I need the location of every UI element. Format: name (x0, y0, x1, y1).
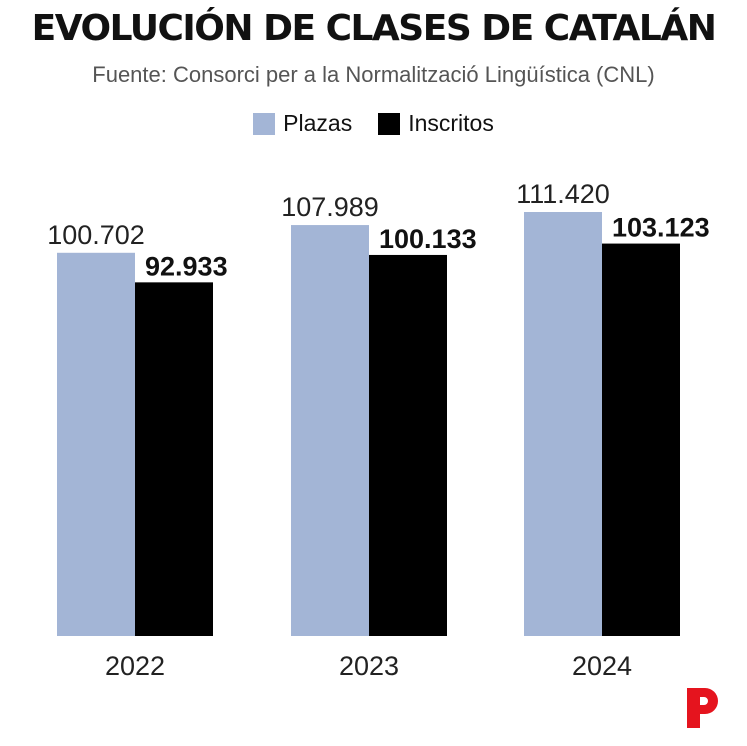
legend-label-plazas: Plazas (283, 110, 353, 136)
bar-inscritos-2022 (135, 282, 213, 636)
brand-p-logo-icon (687, 688, 718, 728)
legend-swatch-inscritos (378, 112, 401, 135)
chart-subtitle: Fuente: Consorci per a la Normalització … (92, 62, 655, 87)
x-tick-label-2023: 2023 (339, 651, 399, 681)
legend: Plazas Inscritos (0, 110, 747, 137)
legend-swatch-plazas (253, 112, 276, 135)
legend-item-plazas: Plazas (253, 110, 352, 137)
data-label-plazas-2024: 111.420 (516, 179, 610, 209)
data-label-plazas-2023: 107.989 (281, 192, 379, 222)
data-label-plazas-2022: 100.702 (47, 220, 145, 250)
x-tick-label-2022: 2022 (105, 651, 165, 681)
chart-title: EVOLUCIÓN DE CLASES DE CATALÁN (31, 8, 717, 49)
bar-inscritos-2024 (602, 243, 680, 636)
legend-label-inscritos: Inscritos (408, 110, 494, 136)
data-label-inscritos-2023: 100.133 (379, 224, 477, 254)
bar-plazas-2024 (524, 212, 602, 636)
data-label-inscritos-2024: 103.123 (612, 213, 710, 243)
data-label-inscritos-2022: 92.933 (145, 251, 228, 281)
bar-plazas-2023 (291, 225, 369, 636)
bar-inscritos-2023 (369, 254, 447, 636)
x-tick-label-2024: 2024 (572, 651, 632, 681)
legend-item-inscritos: Inscritos (378, 110, 494, 137)
bar-plazas-2022 (57, 252, 135, 636)
